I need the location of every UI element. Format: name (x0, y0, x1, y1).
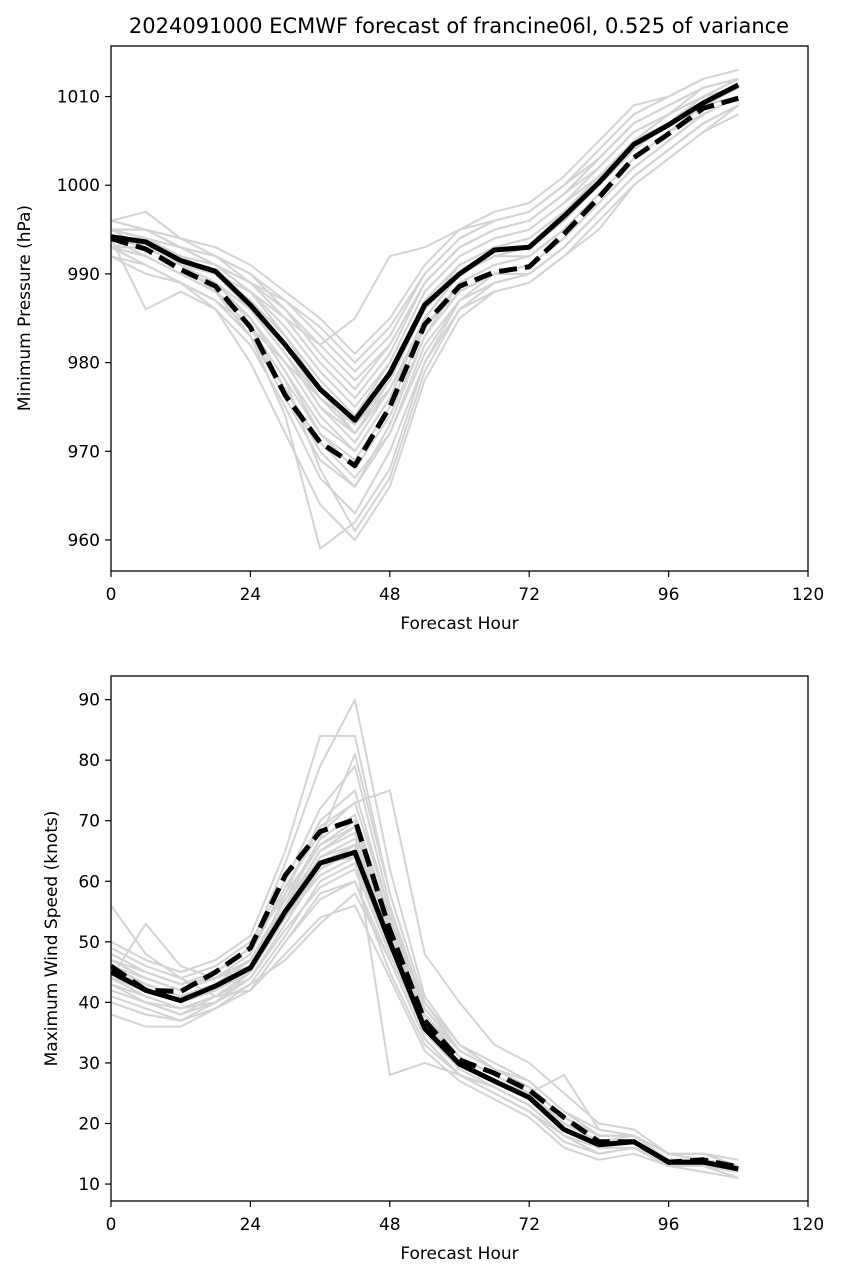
pressure-ensemble-member-line (111, 77, 739, 382)
figure-title: 2024091000 ECMWF forecast of francine06l… (129, 14, 789, 38)
pressure-x-axis-label: Forecast Hour (400, 614, 518, 634)
wind-dashed-mean-line (111, 817, 739, 1170)
wind-x-tick-label: 72 (518, 1215, 540, 1235)
pressure-dashed-mean-line (111, 95, 739, 468)
pressure-ensemble-member-line (111, 77, 704, 355)
wind-y-tick-label: 60 (78, 872, 100, 892)
wind-y-tick-label: 80 (78, 751, 100, 771)
wind-y-tick-label: 40 (78, 993, 100, 1013)
wind-axes-frame (110, 675, 809, 1202)
pressure-y-tick-label: 970 (68, 442, 100, 462)
pressure-panel: Forecast Hour Minimum Pressure (hPa) 0 24… (15, 45, 824, 634)
pressure-y-tick-label: 960 (68, 531, 100, 551)
wind-x-tick-label: 120 (792, 1215, 824, 1235)
pressure-y-tick-label: 1000 (57, 176, 100, 196)
wind-x-axis-label: Forecast Hour (400, 1244, 518, 1264)
wind-y-tick-label: 30 (78, 1054, 100, 1074)
wind-y-tick-label: 70 (78, 812, 100, 832)
wind-y-tick-label: 20 (78, 1114, 100, 1134)
wind-y-tick-label: 90 (78, 691, 100, 711)
wind-x-tick-label: 96 (658, 1215, 680, 1235)
pressure-ensemble-member-line (111, 104, 739, 533)
pressure-y-tick-label: 980 (68, 354, 100, 374)
wind-x-tick-label: 24 (240, 1215, 262, 1235)
pressure-axes-frame (110, 45, 809, 572)
wind-x-tick-label: 48 (379, 1215, 401, 1235)
wind-plot-area (111, 698, 739, 1179)
wind-y-tick-label: 50 (78, 933, 100, 953)
pressure-ensemble-member-line (111, 95, 739, 453)
wind-panel: Forecast Hour Maximum Wind Speed (knots)… (42, 675, 824, 1264)
pressure-x-tick-label: 120 (792, 585, 824, 605)
wind-ensemble-member-line (111, 880, 739, 1179)
wind-x-tick-label: 0 (106, 1215, 117, 1235)
pressure-y-tick-label: 990 (68, 265, 100, 285)
pressure-x-tick-label: 24 (240, 585, 262, 605)
wind-y-tick-label: 10 (78, 1175, 100, 1195)
wind-y-axis-label: Maximum Wind Speed (knots) (42, 811, 62, 1067)
pressure-x-tick-label: 0 (106, 585, 117, 605)
pressure-x-tick-label: 72 (518, 585, 540, 605)
pressure-plot-area (111, 68, 740, 550)
pressure-y-tick-label: 1010 (57, 88, 100, 108)
pressure-ensemble-member-line (111, 77, 704, 364)
pressure-x-tick-label: 48 (379, 585, 401, 605)
pressure-x-tick-label: 96 (658, 585, 680, 605)
pressure-solid-mean-line (111, 82, 740, 423)
pressure-y-axis-label: Minimum Pressure (hPa) (15, 205, 35, 411)
